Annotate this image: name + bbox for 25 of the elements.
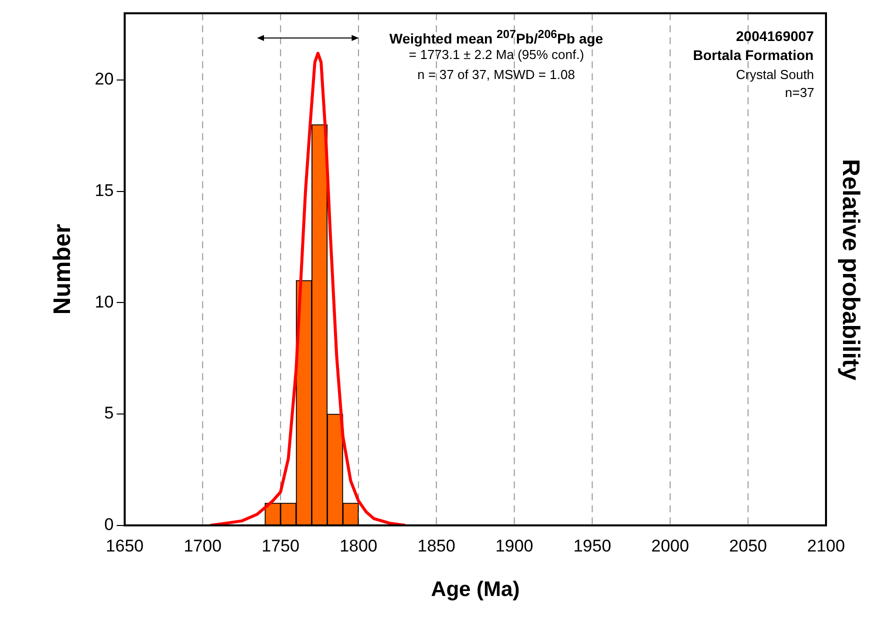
annotation: Weighted mean $^{207}$Pb/$^{206}$Pb age	[389, 28, 604, 47]
x-tick-label: 1750	[262, 536, 300, 556]
x-tick-label: 1900	[495, 536, 534, 556]
y-tick-label: 10	[94, 292, 114, 312]
annotation: = 1773.1 ± 2.2 Ma (95% conf.)	[408, 47, 584, 62]
y-tick-label: 5	[104, 404, 114, 423]
x-tick-label: 1650	[106, 536, 144, 556]
annotation: n = 37 of 37, MSWD = 1.08	[417, 67, 575, 82]
x-tick-label: 1700	[184, 536, 222, 556]
x-tick-label: 2000	[651, 536, 690, 556]
y-tick-label: 15	[94, 181, 114, 200]
y2-axis-title: Relative probability	[836, 158, 864, 380]
annotation: Crystal South	[736, 67, 814, 82]
x-tick-label: 2050	[729, 536, 767, 556]
y-tick-label: 0	[104, 515, 114, 534]
x-tick-label: 2100	[807, 536, 845, 556]
y-axis-title: Number	[49, 224, 76, 315]
y-tick-label: 20	[94, 70, 114, 89]
x-tick-label: 1950	[573, 536, 612, 556]
annotation: 2004169007	[736, 28, 814, 44]
x-tick-label: 1850	[417, 536, 456, 556]
x-tick-label: 1800	[340, 536, 378, 556]
annotation: Bortala Formation	[693, 47, 814, 63]
annotation: n=37	[785, 85, 814, 100]
x-axis-title: Age (Ma)	[431, 578, 520, 602]
